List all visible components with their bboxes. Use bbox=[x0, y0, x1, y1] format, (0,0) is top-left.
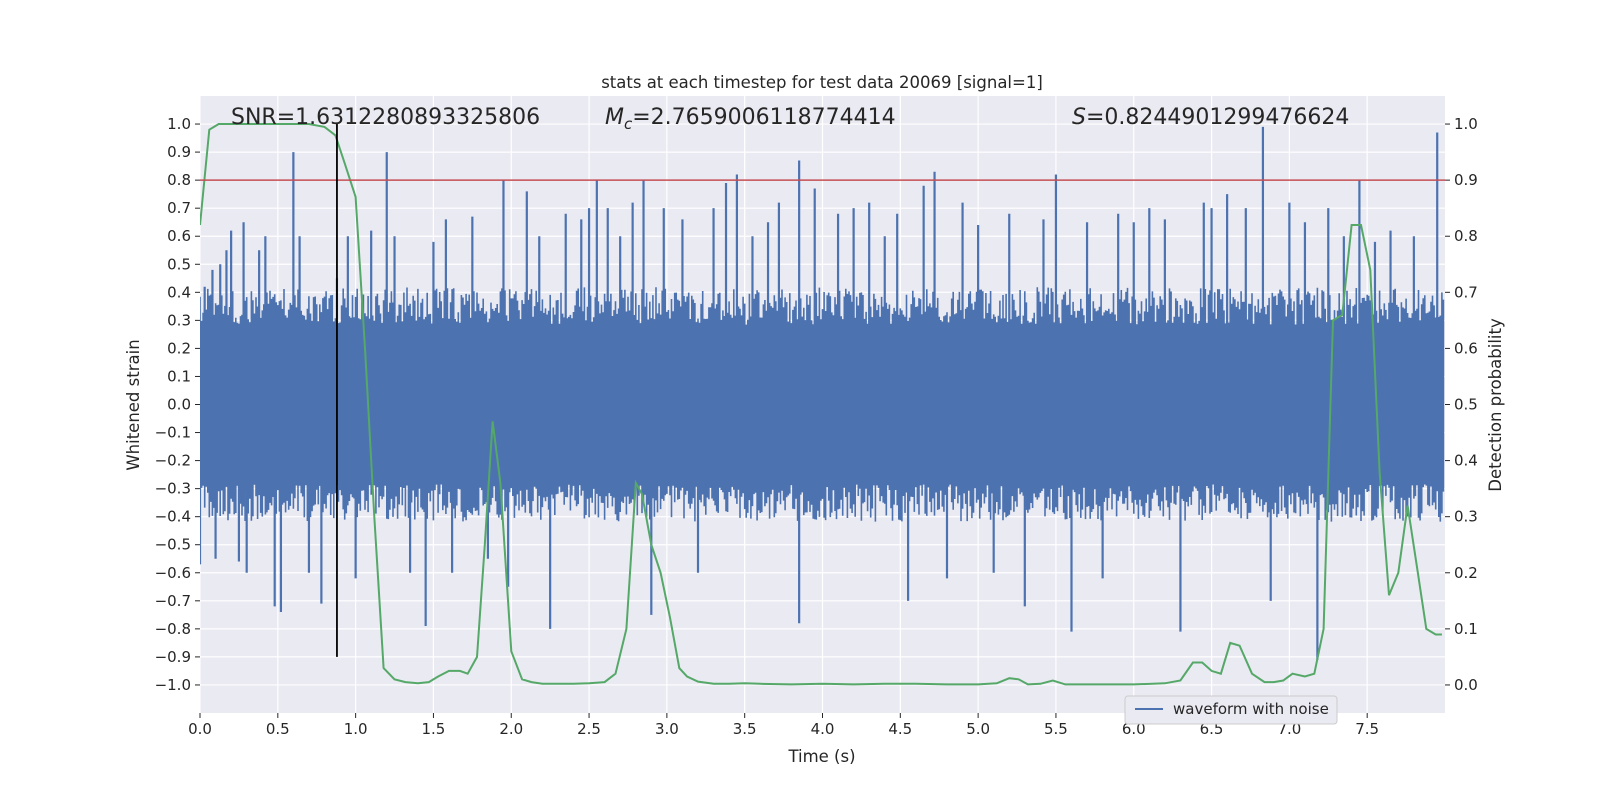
x-tick-label-11: 5.5 bbox=[1044, 720, 1068, 738]
x-tick-label-6: 3.0 bbox=[655, 720, 679, 738]
y-left-tick-label-1: 0.9 bbox=[167, 143, 191, 161]
snr-annotation: SNR=1.6312280893325806 bbox=[231, 105, 540, 130]
chirp-mass-symbol: M bbox=[605, 105, 624, 130]
y-right-tick-label-4: 0.6 bbox=[1454, 339, 1478, 357]
y-right-tick-label-6: 0.4 bbox=[1454, 452, 1478, 470]
y-right-tick-label-2: 0.8 bbox=[1454, 227, 1478, 245]
y-left-tick-label-9: 0.1 bbox=[167, 367, 191, 385]
x-tick-label-0: 0.0 bbox=[188, 720, 212, 738]
s-value: =0.8244901299476624 bbox=[1086, 105, 1349, 130]
overlay-lines bbox=[200, 124, 1445, 657]
probability-series bbox=[200, 123, 1442, 686]
y-right-tick-label-3: 0.7 bbox=[1454, 283, 1478, 301]
y-right-tick-label-5: 0.5 bbox=[1454, 396, 1478, 414]
chirp-mass-value: =2.7659006118774414 bbox=[632, 105, 895, 130]
y-left-tick-label-7: 0.3 bbox=[167, 311, 191, 329]
y-left-axis-ticks: 1.0 0.9 0.8 0.7 0.6 0.5 0.4 0.3 0.2 0.1 0.0 −0.1 −0.… bbox=[155, 115, 200, 694]
y-left-tick-label-14: −0.4 bbox=[155, 508, 191, 526]
y-right-tick-label-1: 0.9 bbox=[1454, 171, 1478, 189]
y-right-tick-label-8: 0.2 bbox=[1454, 564, 1478, 582]
x-tick-label-10: 5.0 bbox=[966, 720, 990, 738]
chart-title: stats at each timestep for test data 200… bbox=[601, 73, 1043, 92]
y-left-tick-label-11: −0.1 bbox=[155, 424, 191, 442]
y-left-tick-label-13: −0.3 bbox=[155, 480, 191, 498]
y-left-tick-label-19: −0.9 bbox=[155, 648, 191, 666]
y-right-tick-label-9: 0.1 bbox=[1454, 620, 1478, 638]
y-left-tick-label-6: 0.4 bbox=[167, 283, 191, 301]
x-tick-label-2: 1.0 bbox=[344, 720, 368, 738]
s-annotation: S=0.8244901299476624 bbox=[1072, 105, 1349, 130]
y-left-tick-label-2: 0.8 bbox=[167, 171, 191, 189]
chirp-mass-subscript: c bbox=[624, 115, 633, 133]
y-left-tick-label-17: −0.7 bbox=[155, 592, 191, 610]
y-left-tick-label-18: −0.8 bbox=[155, 620, 191, 638]
x-tick-label-7: 3.5 bbox=[733, 720, 757, 738]
legend-label: waveform with noise bbox=[1173, 700, 1329, 718]
x-tick-label-1: 0.5 bbox=[266, 720, 290, 738]
y-left-axis-label: Whitened strain bbox=[124, 339, 143, 470]
x-tick-label-15: 7.5 bbox=[1355, 720, 1379, 738]
y-left-tick-label-15: −0.5 bbox=[155, 536, 191, 554]
y-right-axis-label: Detection probability bbox=[1486, 318, 1505, 492]
s-symbol: S bbox=[1072, 105, 1086, 130]
y-left-tick-label-4: 0.6 bbox=[167, 227, 191, 245]
y-left-tick-label-8: 0.2 bbox=[167, 339, 191, 357]
chirp-mass-annotation: Mc=2.7659006118774414 bbox=[605, 105, 896, 133]
y-left-tick-label-20: −1.0 bbox=[155, 676, 191, 694]
y-left-tick-label-10: 0.0 bbox=[167, 396, 191, 414]
y-right-tick-label-10: 0.0 bbox=[1454, 676, 1478, 694]
y-left-tick-label-3: 0.7 bbox=[167, 199, 191, 217]
x-tick-label-3: 1.5 bbox=[422, 720, 446, 738]
x-axis-label: Time (s) bbox=[787, 747, 855, 766]
y-right-tick-label-7: 0.3 bbox=[1454, 508, 1478, 526]
legend: waveform with noise bbox=[1124, 695, 1338, 725]
y-right-axis-ticks: 1.0 0.9 0.8 0.7 0.6 0.5 0.4 0.3 0.2 0.1 0.0 bbox=[1445, 115, 1478, 694]
x-tick-label-8: 4.0 bbox=[811, 720, 835, 738]
y-left-tick-label-0: 1.0 bbox=[167, 115, 191, 133]
y-left-tick-label-5: 0.5 bbox=[167, 255, 191, 273]
probability-line bbox=[200, 123, 1442, 686]
x-tick-label-5: 2.5 bbox=[577, 720, 601, 738]
y-left-tick-label-12: −0.2 bbox=[155, 452, 191, 470]
y-right-tick-label-0: 1.0 bbox=[1454, 115, 1478, 133]
waveform-series bbox=[200, 126, 1445, 660]
y-left-tick-label-16: −0.6 bbox=[155, 564, 191, 582]
x-tick-label-4: 2.0 bbox=[499, 720, 523, 738]
x-tick-label-9: 4.5 bbox=[888, 720, 912, 738]
legend-box bbox=[1124, 695, 1338, 725]
